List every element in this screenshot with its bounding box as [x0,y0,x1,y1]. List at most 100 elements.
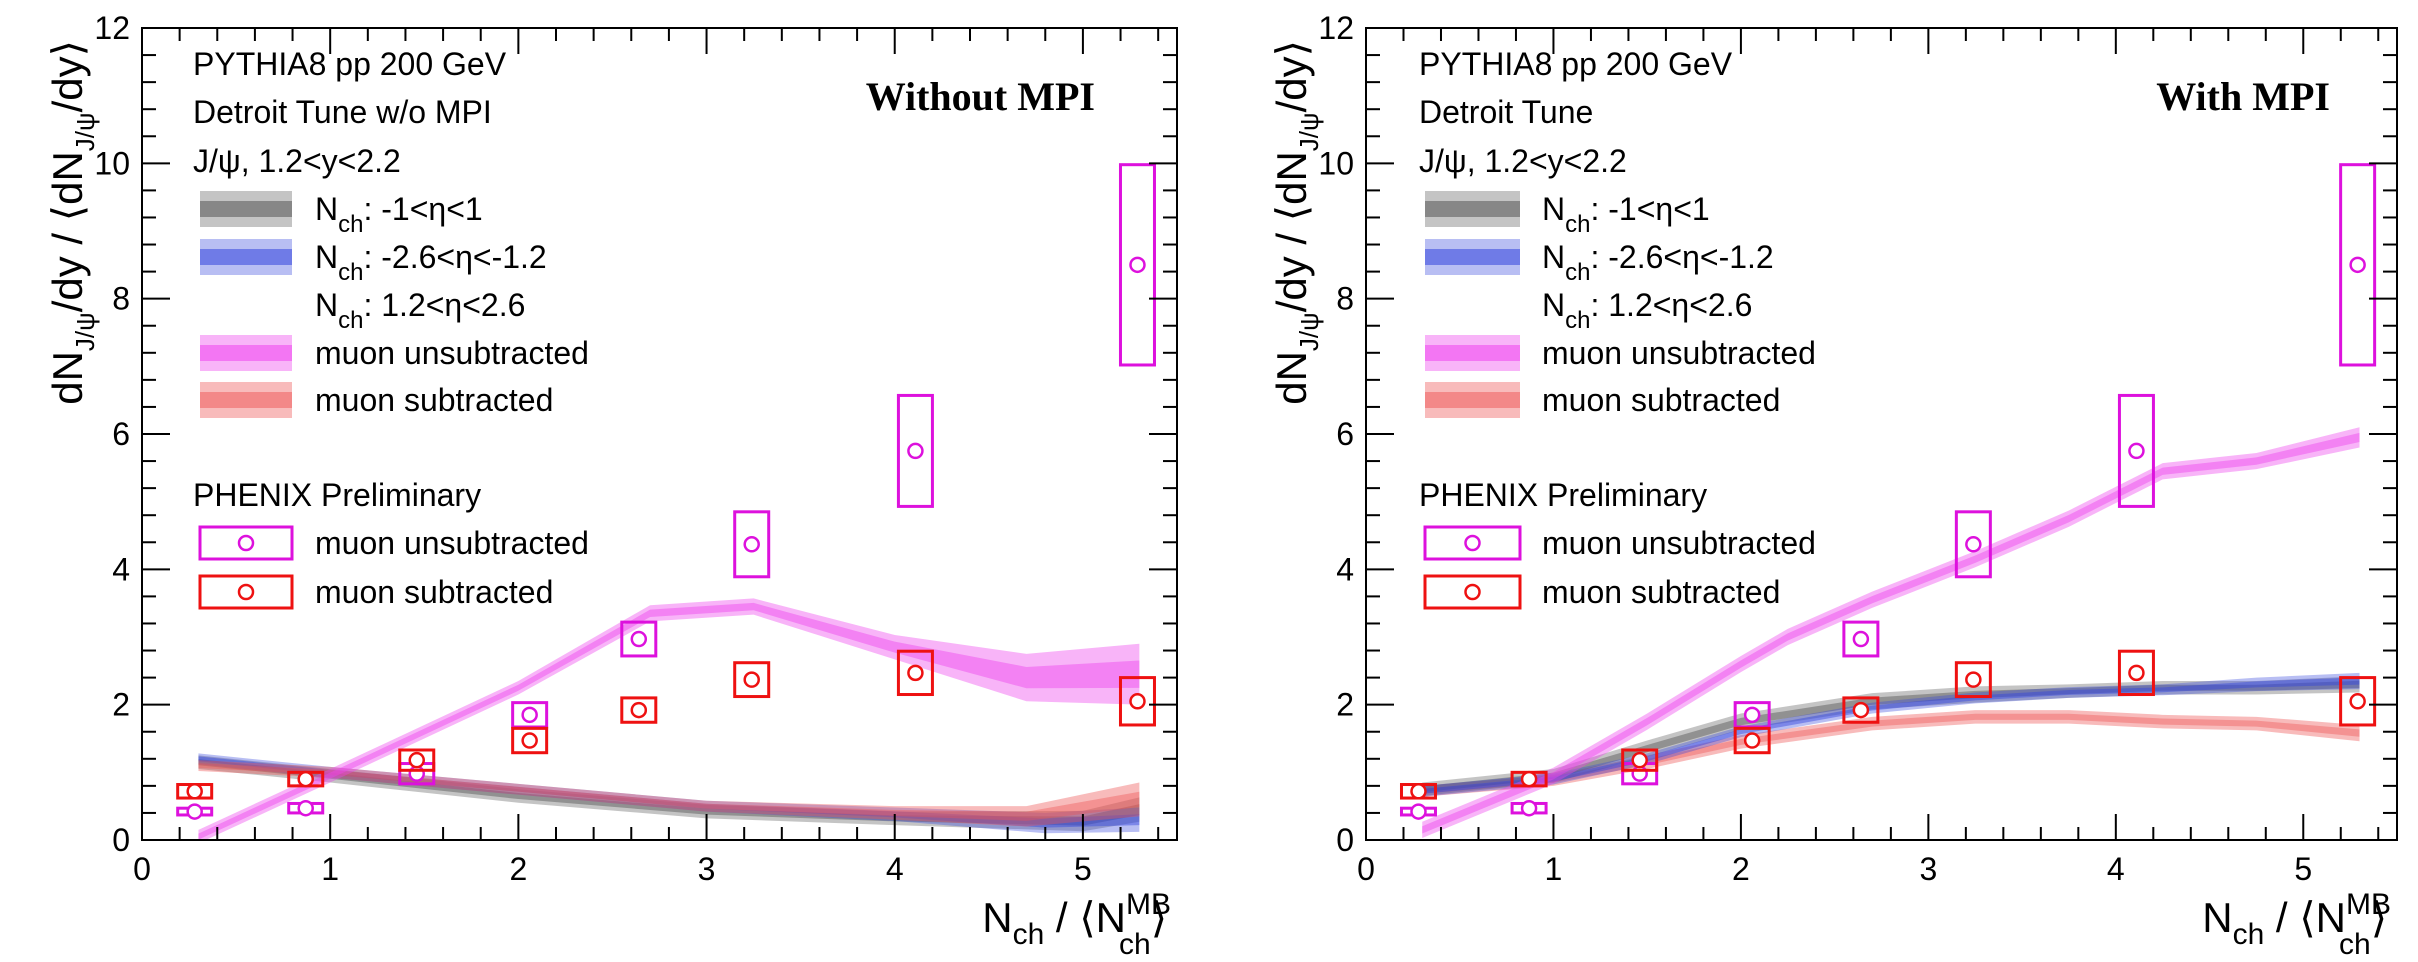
data-point-magenta [1410,803,1427,820]
x-label-mid: / ⟨N [1044,894,1126,941]
band-blue-outer [1422,672,2360,797]
legend-sim-label: Nch: -2.6<η<-1.2 [1542,239,1774,286]
band-grey-outer [198,755,1140,832]
y-tick-label: 8 [1336,281,1354,317]
x-axis-label: Nch / ⟨NMB ch⟩ [2202,888,2391,961]
band-grey-inner [198,759,1140,826]
legend-sim-rest: : -1<η<1 [363,191,482,227]
y-tick-label: 4 [112,551,130,587]
legend-sim-label: muon unsubtracted [1542,335,1816,371]
legend-sim-main: N [1542,239,1565,275]
x-tick-label: 2 [509,851,527,887]
data-point-red [1852,701,1870,719]
legend-sim-main: N [1542,191,1565,227]
x-axis: 0 1 2 3 4 5 [1357,28,2380,887]
data-series-red [176,649,1156,800]
legend-swatch-core-blue [200,249,292,265]
data-point-magenta [1965,536,1982,553]
data-point-magenta [743,536,760,553]
y-label-bsub: J/ψ [70,112,100,151]
x-label-main: N [982,894,1012,941]
data-point-magenta [408,765,425,782]
legend-sim-label: muon unsubtracted [315,335,589,371]
band-grey-outer [1422,676,2360,797]
y-tick-label: 12 [1318,10,1354,46]
legend-sim-main: muon unsubtracted [1542,335,1816,371]
sys-box-red [1733,726,1771,755]
legend-sim-sub: ch [1565,259,1590,286]
data-point-red [1965,671,1982,688]
band-red-outer [1422,710,2360,797]
legend-sim-rest: : 1.2<η<2.6 [363,287,525,323]
data-point-magenta [521,706,538,724]
x-tick-label: 2 [1732,851,1750,887]
info-line: Detroit Tune [1419,94,1593,130]
band-magenta-outer [1422,427,2360,838]
data-point-red [1631,751,1648,769]
x-label-sub2: ch [2339,928,2371,961]
data-point-red [186,783,203,800]
data-point-red [1410,783,1427,800]
data-point-red [2349,693,2366,710]
sys-box-red [733,661,771,699]
data-point-red [297,770,314,788]
y-tick-label: 4 [1336,551,1354,587]
info-line: PYTHIA8 pp 200 GeV [193,46,507,82]
x-tick-label: 5 [1074,851,1092,887]
sys-box-magenta [620,620,658,658]
y-tick-label: 2 [112,687,130,723]
x-tick-label: 3 [1919,851,1937,887]
info-line: Detroit Tune w/o MPI [193,94,492,130]
legend-data-label: muon unsubtracted [1542,525,1816,561]
legend-sim-main: N [315,239,338,275]
legend-marker-magenta [237,534,255,552]
legend-sim-rest: : -1<η<1 [1590,191,1709,227]
legend-swatch-core-grey [200,201,292,217]
info-line: J/ψ, 1.2<y<2.2 [193,143,401,179]
legend-sim-label: muon subtracted [1542,382,1780,418]
legend-sim-rest: : -2.6<η<-1.2 [1590,239,1773,275]
band-blue-inner [198,756,1140,828]
legend-swatch-core-grey [1425,201,1520,217]
legend-marker-magenta [1464,534,1481,552]
data-point-magenta [1743,706,1761,724]
y-label-a: dN [1268,351,1315,405]
y-label-c: /dy⟩ [44,40,91,112]
legend-data-title: PHENIX Preliminary [193,477,481,513]
legend-sim-sub: ch [338,211,363,238]
x-tick-label: 4 [886,851,904,887]
legend-sim-label: Nch: 1.2<η<2.6 [1542,287,1752,334]
x-label-end: ⟩ [2371,894,2387,941]
legend-sim-main: N [1542,287,1565,323]
legend-box-magenta [198,525,294,561]
x-label-end: ⟩ [1151,894,1167,941]
y-tick-label: 6 [1336,416,1354,452]
y-label-b: /dy / ⟨dN [1268,151,1315,312]
legend-sim-sub: ch [1565,307,1590,334]
y-tick-label: 8 [112,281,130,317]
legend-sim-sub: ch [1565,211,1590,238]
legend-box-magenta [1423,525,1522,561]
data-point-magenta [630,630,648,648]
info-line: PYTHIA8 pp 200 GeV [1419,46,1733,82]
sys-box-red [620,696,658,724]
band-blue-inner [1422,677,2360,794]
legend-sim-sub: ch [338,307,363,334]
data-point-magenta [2128,442,2145,460]
sys-box-magenta [2339,163,2377,367]
legend-sim-sub: ch [338,259,363,286]
legend-sim-label: Nch: -1<η<1 [1542,191,1710,238]
legend-sim-label: muon subtracted [315,382,553,418]
y-label-asub: J/ψ [70,312,100,351]
band-grey-inner [1422,680,2360,793]
legend-data-label: muon subtracted [315,574,553,610]
legend-sim-label: Nch: 1.2<η<2.6 [315,287,525,334]
y-tick-label: 0 [1336,822,1354,858]
legend-sim-label: Nch: -1<η<1 [315,191,483,238]
data-point-red [2128,664,2145,682]
legend-data-label: muon subtracted [1542,574,1780,610]
legend-data: PHENIX Preliminary muon unsubtracted muon … [193,477,589,610]
